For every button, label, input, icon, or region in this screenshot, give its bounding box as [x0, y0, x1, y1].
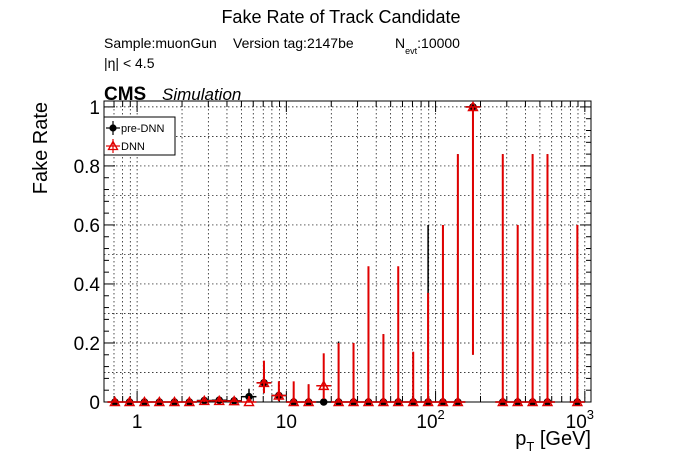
data-point: [362, 396, 375, 407]
nevt-label: Nevt:10000: [395, 35, 460, 56]
y-tick-label: 0: [89, 393, 100, 414]
x-tick-label-base: 10: [276, 412, 297, 433]
data-point: [138, 396, 151, 407]
legend-dnn-label: DNN: [121, 141, 145, 153]
data-point: [452, 396, 464, 407]
x-tick-label-base: 10: [416, 412, 437, 433]
x-tick-label-base: 10: [566, 412, 587, 433]
data-point: [302, 396, 315, 407]
data-point: [123, 396, 136, 407]
nevt-subscript: evt: [405, 46, 418, 56]
eta-cut-label: |η| < 4.5: [104, 55, 155, 71]
data-point: [213, 394, 225, 406]
sample-label: Sample:muonGun: [104, 35, 217, 51]
chart-title: Fake Rate of Track Candidate: [221, 7, 460, 27]
nevt-symbol: N: [395, 35, 405, 51]
data-point: [437, 396, 449, 407]
x-tick-label: 102: [416, 407, 444, 433]
tick-labels: 00.20.40.60.811 10 102 103: [74, 98, 594, 433]
simulation-label: Simulation: [162, 85, 241, 104]
data-point: [319, 398, 328, 406]
legend-dnn-marker: [106, 139, 120, 153]
data-point: [422, 396, 434, 407]
cms-label: CMS: [104, 84, 146, 105]
y-tick-label: 0.6: [74, 216, 100, 237]
legend: pre-DNN DNN: [103, 116, 176, 156]
data-point: [541, 396, 554, 407]
legend-box: [103, 116, 176, 156]
data-point: [168, 396, 181, 407]
data-point: [198, 394, 210, 406]
data-point: [258, 376, 270, 388]
x-axis-title-sub: T: [526, 439, 534, 454]
x-axis-title: pT [GeV]: [515, 428, 591, 454]
data-point: [497, 396, 509, 407]
x-axis-title-unit: [GeV]: [534, 428, 591, 450]
data-point: [377, 396, 390, 407]
x-tick-label: 1: [132, 412, 143, 433]
data-point: [407, 396, 419, 407]
version-label: Version tag:2147be: [233, 35, 354, 51]
x-tick-label-exponent: 3: [587, 407, 594, 422]
data-point: [153, 396, 166, 407]
legend-pre-dnn-label: pre-DNN: [121, 123, 164, 135]
x-tick-label: 10: [276, 412, 297, 433]
data-point: [109, 396, 121, 407]
y-tick-label: 1: [89, 98, 100, 119]
data-point: [392, 396, 404, 407]
grid-lines: [103, 101, 591, 402]
data-point: [183, 396, 196, 407]
y-tick-label: 0.4: [74, 275, 101, 296]
y-tick-label: 0.8: [74, 157, 100, 178]
data-point: [526, 396, 539, 407]
data-point: [243, 396, 255, 407]
data-point: [318, 379, 330, 391]
x-tick-label-exponent: 2: [438, 407, 445, 422]
data-point: [228, 395, 240, 406]
data-point: [273, 389, 285, 400]
nevt-value: :10000: [417, 35, 460, 51]
y-tick-label: 0.2: [74, 334, 100, 355]
data-point: [571, 396, 584, 407]
series-dnn: [107, 100, 585, 407]
data-point: [512, 396, 524, 407]
y-axis-title: Fake Rate: [30, 102, 52, 194]
data-point: [288, 396, 300, 407]
x-axis-title-main: p: [515, 428, 526, 450]
data-series: [107, 100, 585, 407]
data-point: [467, 100, 479, 112]
x-tick-label: 103: [566, 407, 594, 433]
legend-pre-dnn-marker: [106, 121, 120, 135]
data-point: [347, 396, 360, 407]
x-tick-label-base: 1: [132, 412, 143, 433]
data-point: [332, 396, 345, 407]
